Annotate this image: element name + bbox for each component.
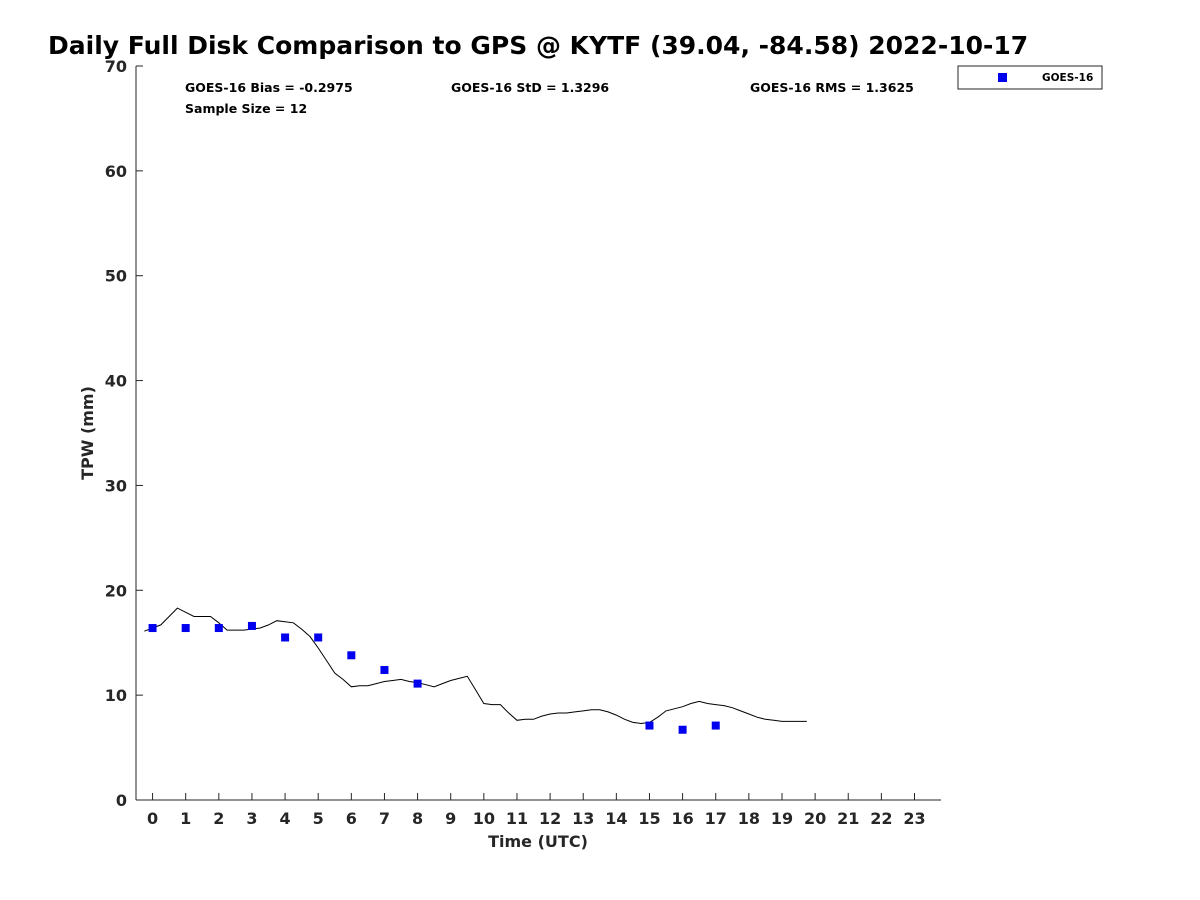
goes16-point: [380, 665, 389, 674]
legend-box: [957, 65, 1103, 90]
goes16-point-series: [148, 621, 720, 734]
x-tick-label: 5: [313, 809, 324, 828]
gps-line: [144, 607, 807, 725]
y-ticks: 0 10 20 30 40 50 60 70: [105, 57, 143, 810]
x-tick-label: 10: [473, 809, 495, 828]
y-tick-label: 50: [105, 267, 127, 286]
y-axis-label: TPW (mm): [78, 386, 97, 480]
goes16-point: [214, 624, 223, 633]
x-tick-label: 17: [705, 809, 727, 828]
chart-title: Daily Full Disk Comparison to GPS @ KYTF…: [48, 31, 1028, 60]
x-tick-label: 2: [213, 809, 224, 828]
x-tick-label: 23: [903, 809, 925, 828]
goes16-point: [645, 721, 654, 730]
x-tick-label: 13: [572, 809, 594, 828]
y-tick-label: 70: [105, 57, 127, 76]
goes16-point: [314, 633, 323, 642]
y-tick-label: 60: [105, 162, 127, 181]
x-tick-label: 6: [346, 809, 357, 828]
goes16-point: [247, 621, 256, 630]
y-tick-label: 0: [116, 791, 127, 810]
goes16-point: [347, 651, 356, 660]
x-tick-label: 19: [771, 809, 793, 828]
x-axis-label: Time (UTC): [488, 832, 588, 851]
x-tick-label: 1: [180, 809, 191, 828]
x-tick-label: 18: [738, 809, 760, 828]
rms-annotation: GOES-16 RMS = 1.3625: [750, 80, 914, 95]
y-tick-label: 20: [105, 581, 127, 600]
legend: GOES-16: [957, 65, 1103, 90]
x-tick-label: 15: [638, 809, 660, 828]
std-annotation: GOES-16 StD = 1.3296: [451, 80, 609, 95]
y-tick-label: 40: [105, 372, 127, 391]
x-tick-label: 12: [539, 809, 561, 828]
x-tick-label: 21: [837, 809, 859, 828]
x-ticks: 0 1 2 3 4 5 6 7 8 9 10 11 12 13 14 15 16 17 18 19 20 21 22 23: [147, 793, 926, 828]
x-tick-label: 4: [280, 809, 291, 828]
x-tick-label: 7: [379, 809, 390, 828]
goes16-point: [148, 624, 157, 633]
stats-annotations: GOES-16 Bias = -0.2975 GOES-16 StD = 1.3…: [185, 80, 914, 116]
goes16-point: [181, 624, 190, 633]
x-tick-label: 14: [605, 809, 627, 828]
goes16-point: [711, 721, 720, 730]
legend-label-goes16: GOES-16: [1042, 72, 1093, 84]
goes16-point: [281, 633, 290, 642]
x-tick-label: 0: [147, 809, 158, 828]
sample-size-annotation: Sample Size = 12: [185, 101, 307, 116]
y-tick-label: 10: [105, 686, 127, 705]
gps-line-series: [144, 607, 807, 725]
x-tick-label: 11: [506, 809, 528, 828]
x-tick-label: 9: [445, 809, 456, 828]
x-tick-label: 20: [804, 809, 826, 828]
bias-annotation: GOES-16 Bias = -0.2975: [185, 80, 353, 95]
x-tick-label: 8: [412, 809, 423, 828]
goes16-point: [413, 679, 422, 688]
goes16-point: [678, 725, 687, 734]
y-tick-label: 30: [105, 476, 127, 495]
x-tick-label: 16: [671, 809, 693, 828]
legend-marker: [998, 73, 1007, 82]
x-tick-label: 3: [246, 809, 257, 828]
x-tick-label: 22: [870, 809, 892, 828]
